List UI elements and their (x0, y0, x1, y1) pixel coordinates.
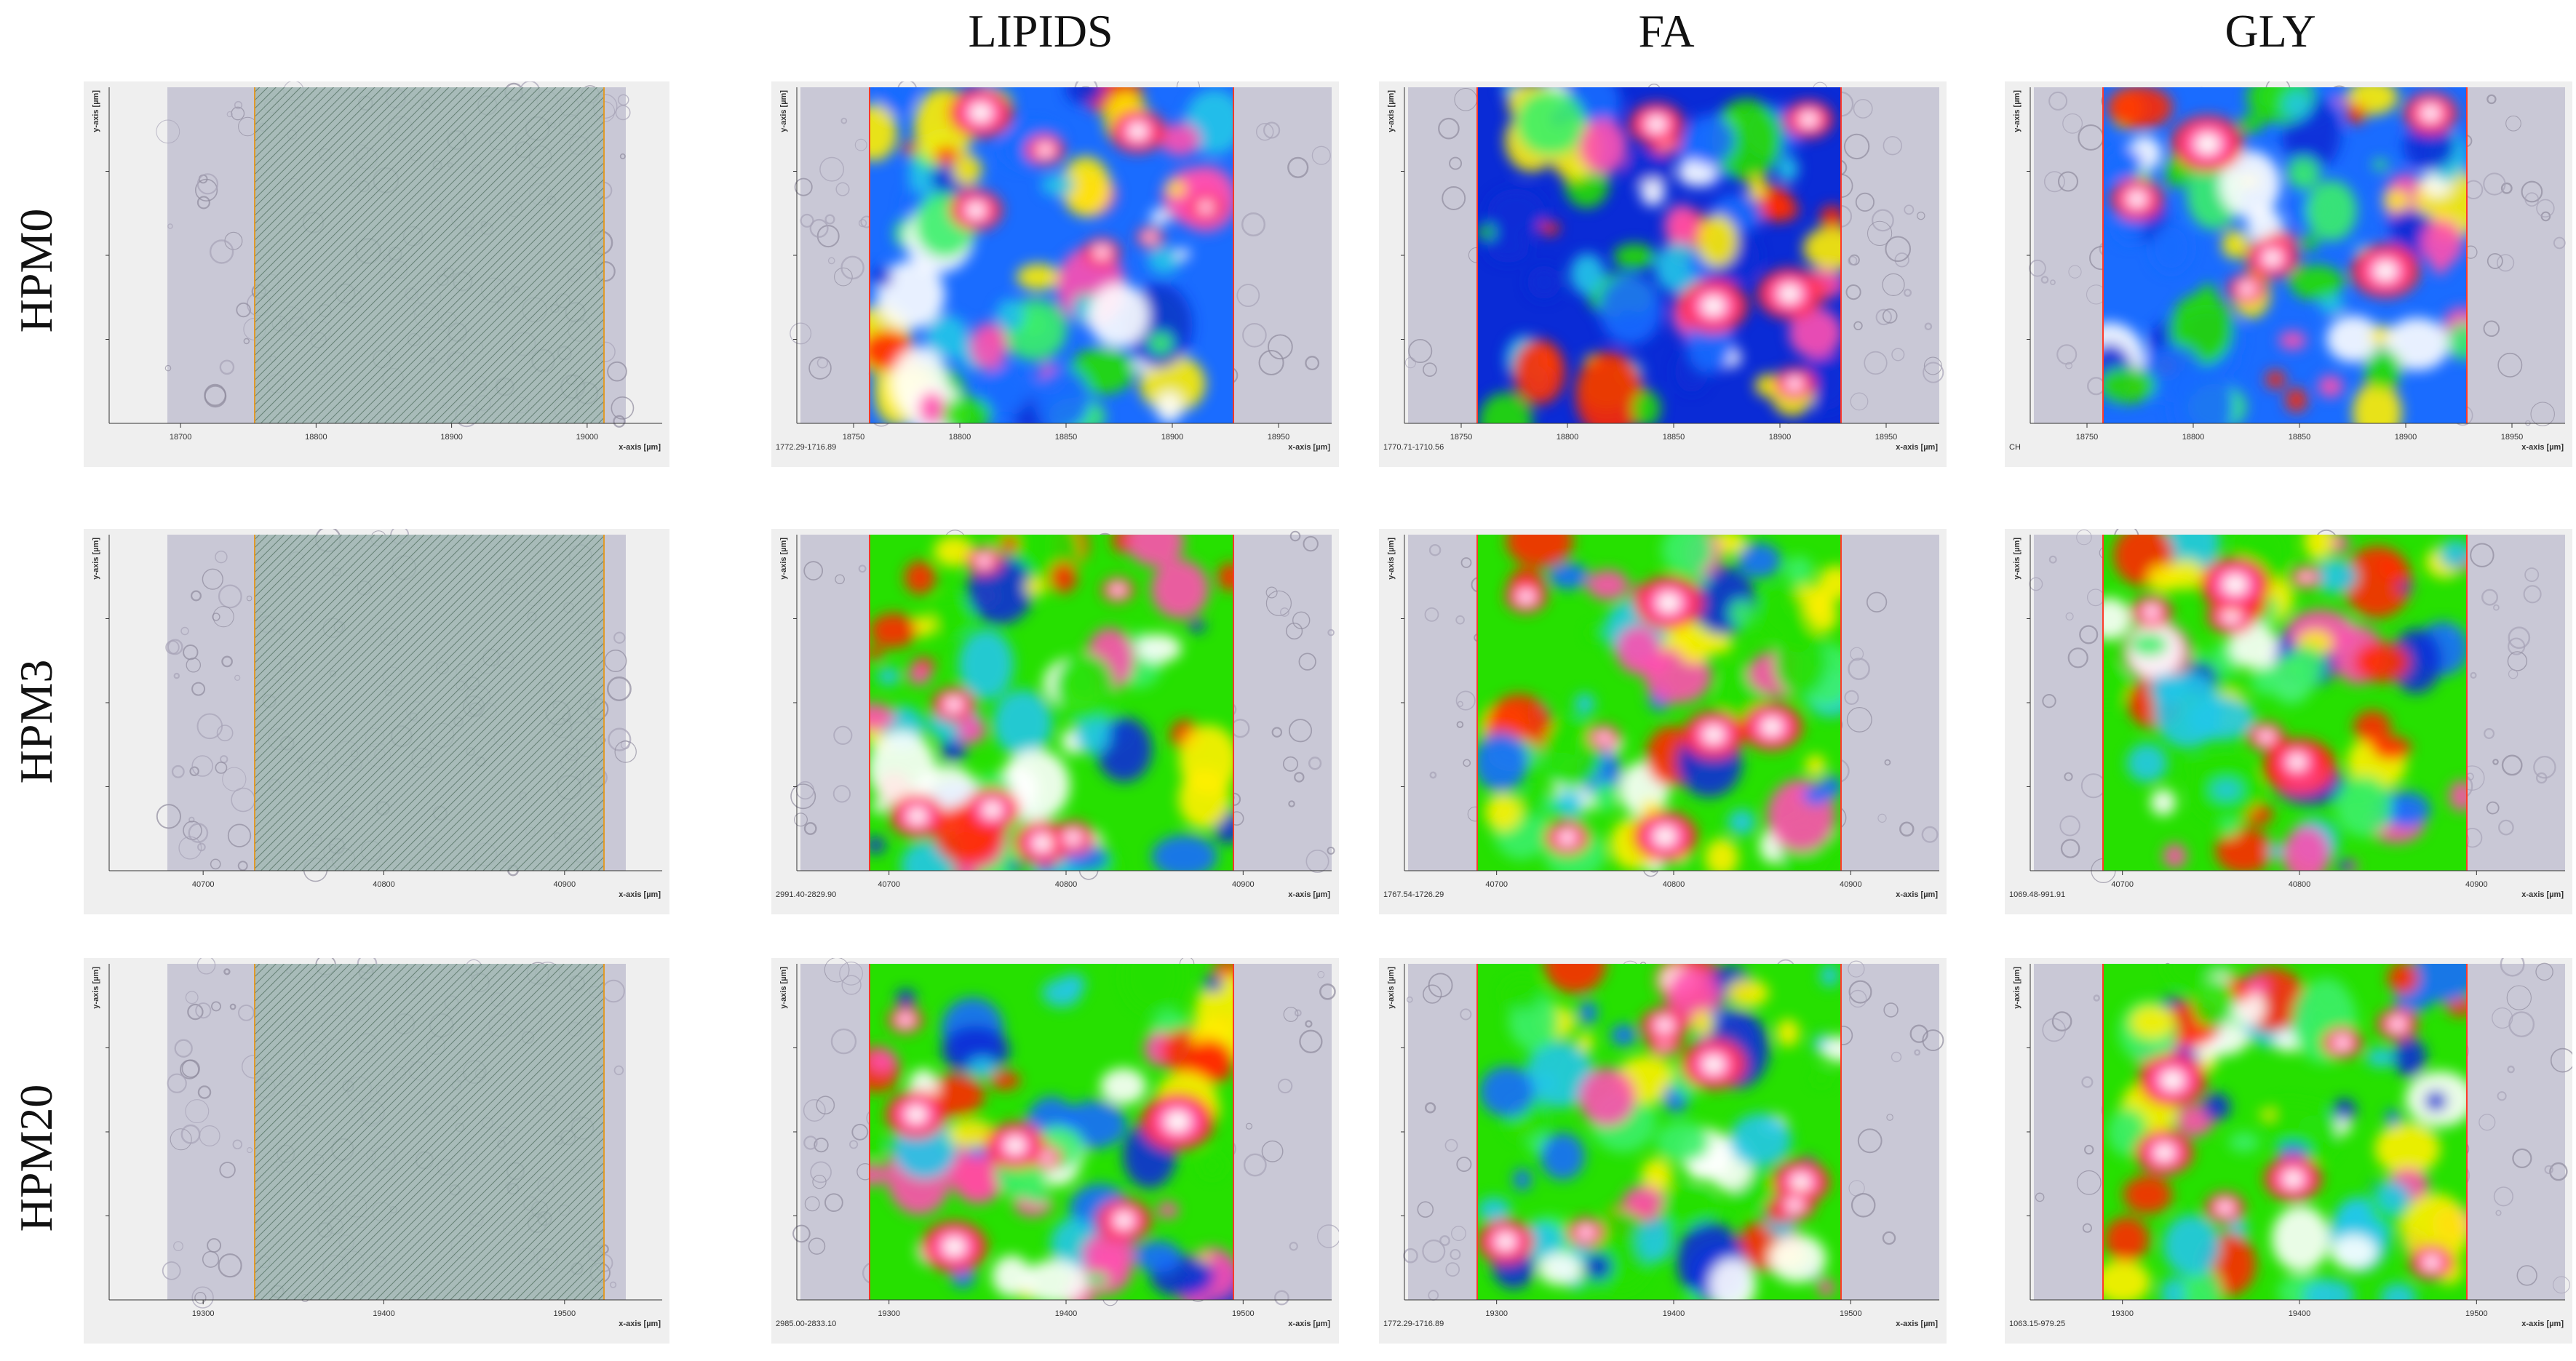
row-title-hpm0: HPM0 (10, 208, 62, 333)
map-lipids-hpm3: 40700 40800 40900 x-axis [µm] y-axis [µm] 299… (771, 529, 1339, 914)
map-fa-hpm0: 18750 18800 18850 18900 18950 x-axis [µm] y-ax… (1379, 81, 1947, 467)
x-tick-label: 19400 (2289, 1309, 2311, 1318)
x-tick-label: 18800 (2182, 433, 2205, 442)
y-axis-label: y-axis [µm] (2013, 90, 2022, 132)
x-axis-label: x-axis [µm] (2521, 443, 2564, 452)
row-title-hpm20: HPM20 (10, 1084, 62, 1232)
x-tick-label: 40900 (1232, 880, 1255, 889)
x-tick-label: 19300 (2111, 1309, 2134, 1318)
y-axis-label: y-axis [µm] (779, 967, 788, 1009)
x-tick-label: 18850 (2289, 433, 2311, 442)
map-range-label: 1772.29-1716.89 (1383, 1320, 1444, 1328)
x-tick-label: 18850 (1055, 433, 1078, 442)
y-axis-label: y-axis [µm] (2013, 967, 2022, 1009)
x-tick-label: 19400 (1663, 1309, 1685, 1318)
map-range-label: 1069.48-991.91 (2009, 890, 2065, 899)
x-tick-label: 40900 (554, 880, 576, 889)
x-tick-label: 18800 (1557, 433, 1579, 442)
map-range-label: 2985.00-2833.10 (776, 1320, 836, 1328)
x-tick-label: 19400 (1055, 1309, 1078, 1318)
micrograph-hpm3: 40700 40800 40900 x-axis [µm] y-axis [µm] (84, 529, 669, 914)
x-tick-label: 40800 (1663, 880, 1685, 889)
x-tick-label: 19500 (1840, 1309, 1862, 1318)
map-gly-hpm0: 18750 18800 18850 18900 18950 x-axis [µm] y-ax… (2005, 81, 2572, 467)
x-tick-label: 40700 (1485, 880, 1508, 889)
x-tick-label: 19300 (878, 1309, 900, 1318)
map-range-label: 1772.29-1716.89 (776, 443, 836, 452)
x-tick-label: 40700 (2111, 880, 2134, 889)
x-tick-label: 40700 (192, 880, 215, 889)
x-tick-label: 40800 (2289, 880, 2311, 889)
x-tick-label: 19300 (1485, 1309, 1508, 1318)
map-lipids-hpm20: 19300 19400 19500 x-axis [µm] y-axis [µm] 298… (771, 958, 1339, 1344)
x-tick-label: 19500 (1232, 1309, 1255, 1318)
x-tick-label: 19000 (576, 433, 599, 442)
x-tick-label: 19300 (192, 1309, 215, 1318)
map-range-label: 2991.40-2829.90 (776, 890, 836, 899)
x-tick-label: 40800 (1055, 880, 1078, 889)
x-axis-label: x-axis [µm] (619, 1320, 661, 1328)
y-axis-label: y-axis [µm] (779, 90, 788, 132)
x-tick-label: 19500 (554, 1309, 576, 1318)
y-axis-label: y-axis [µm] (92, 90, 100, 132)
x-axis-label: x-axis [µm] (2521, 890, 2564, 899)
x-tick-label: 40900 (2465, 880, 2488, 889)
y-axis-label: y-axis [µm] (92, 967, 100, 1009)
x-axis-label: x-axis [µm] (1288, 890, 1330, 899)
micrograph-hpm20: 19300 19400 19500 x-axis [µm] y-axis [µm] (84, 958, 669, 1344)
map-gly-hpm20: 19300 19400 19500 x-axis [µm] y-axis [µm] 106… (2005, 958, 2572, 1344)
x-tick-label: 18950 (2501, 433, 2524, 442)
y-axis-label: y-axis [µm] (92, 538, 100, 580)
x-axis-label: x-axis [µm] (2521, 1320, 2564, 1328)
x-axis-label: x-axis [µm] (619, 443, 661, 452)
x-tick-label: 18900 (1769, 433, 1792, 442)
x-tick-label: 19500 (2465, 1309, 2488, 1318)
x-tick-label: 18850 (1663, 433, 1685, 442)
map-fa-hpm3: 40700 40800 40900 x-axis [µm] y-axis [µm] 176… (1379, 529, 1947, 914)
x-axis-label: x-axis [µm] (619, 890, 661, 899)
x-tick-label: 18750 (1450, 433, 1473, 442)
x-tick-label: 40800 (373, 880, 395, 889)
x-tick-label: 40700 (878, 880, 900, 889)
x-tick-label: 18800 (949, 433, 971, 442)
y-axis-label: y-axis [µm] (1387, 538, 1396, 580)
column-title-gly: GLY (2225, 5, 2316, 57)
map-range-label: 1063.15-979.25 (2009, 1320, 2065, 1328)
x-tick-label: 40900 (1840, 880, 1862, 889)
y-axis-label: y-axis [µm] (2013, 538, 2022, 580)
map-range-label: 1770.71-1710.56 (1383, 443, 1444, 452)
x-axis-label: x-axis [µm] (1896, 890, 1938, 899)
map-range-label: 1767.54-1726.29 (1383, 890, 1444, 899)
x-tick-label: 18750 (843, 433, 865, 442)
micrograph-hpm0: 18700 18800 18900 19000 x-axis [µm] y-axis [µ… (84, 81, 669, 467)
map-lipids-hpm0: 18750 18800 18850 18900 18950 x-axis [µm] y-ax… (771, 81, 1339, 467)
x-tick-label: 18900 (2395, 433, 2417, 442)
x-tick-label: 18900 (1161, 433, 1184, 442)
x-tick-label: 18950 (1875, 433, 1898, 442)
y-axis-label: y-axis [µm] (779, 538, 788, 580)
y-axis-label: y-axis [µm] (1387, 967, 1396, 1009)
column-title-lipids: LIPIDS (968, 5, 1113, 57)
x-axis-label: x-axis [µm] (1896, 443, 1938, 452)
map-fa-hpm20: 19300 19400 19500 x-axis [µm] y-axis [µm] 177… (1379, 958, 1947, 1344)
map-range-label: CH (2009, 443, 2021, 452)
x-axis-label: x-axis [µm] (1288, 1320, 1330, 1328)
x-tick-label: 18800 (305, 433, 327, 442)
x-tick-label: 18950 (1268, 433, 1290, 442)
x-tick-label: 18750 (2076, 433, 2099, 442)
y-axis-label: y-axis [µm] (1387, 90, 1396, 132)
x-axis-label: x-axis [µm] (1896, 1320, 1938, 1328)
x-tick-label: 19400 (373, 1309, 395, 1318)
row-title-hpm3: HPM3 (10, 659, 62, 784)
x-axis-label: x-axis [µm] (1288, 443, 1330, 452)
x-tick-label: 18700 (170, 433, 192, 442)
column-title-fa: FA (1638, 5, 1695, 57)
map-gly-hpm3: 40700 40800 40900 x-axis [µm] y-axis [µm] 106… (2005, 529, 2572, 914)
x-tick-label: 18900 (440, 433, 463, 442)
